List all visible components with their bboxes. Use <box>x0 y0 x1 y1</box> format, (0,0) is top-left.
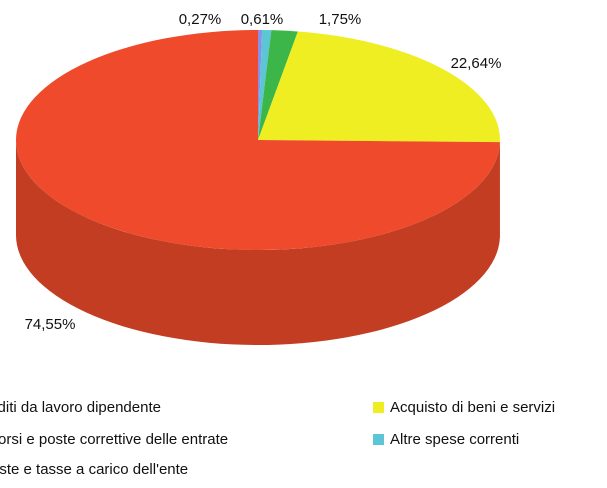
legend-swatch <box>373 402 384 413</box>
value-label: 1,75% <box>319 11 362 28</box>
pie-slice <box>258 30 298 141</box>
pie-slice <box>258 31 500 143</box>
legend-label: Altre spese correnti <box>390 431 519 448</box>
pie-slice <box>258 30 263 140</box>
value-label: 22,64% <box>451 55 502 72</box>
value-label: 0,27% <box>179 11 222 28</box>
legend-label: Redditi da lavoro dipendente <box>0 399 161 416</box>
pie-slice <box>258 30 272 141</box>
legend-label: Imposte e tasse a carico dell'ente <box>0 461 188 478</box>
value-label: 0,61% <box>241 11 284 28</box>
legend-label: Acquisto di beni e servizi <box>390 399 555 416</box>
pie-slice <box>15 30 500 250</box>
legend-label: Rimborsi e poste correttive delle entrat… <box>0 431 228 448</box>
value-label: 74,55% <box>25 316 76 333</box>
pie-side <box>16 140 500 345</box>
legend-swatch <box>373 434 384 445</box>
